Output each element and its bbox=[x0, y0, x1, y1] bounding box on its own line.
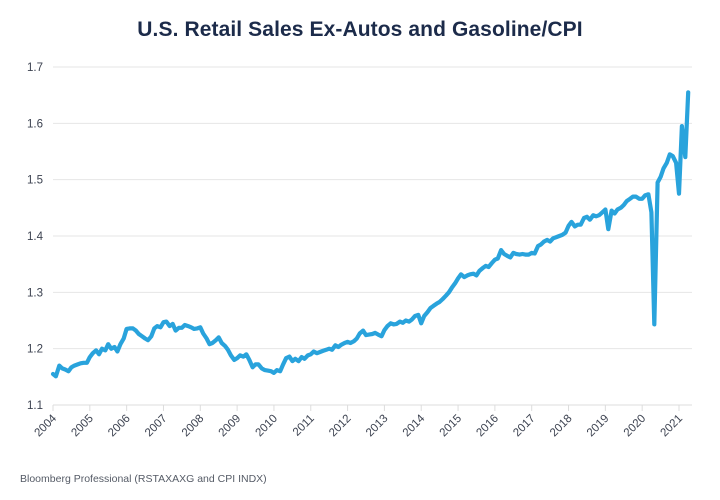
x-tick-label: 2017 bbox=[511, 413, 538, 440]
x-tick-label: 2021 bbox=[659, 413, 686, 440]
y-tick-label: 1.6 bbox=[27, 118, 43, 130]
y-tick-label: 1.7 bbox=[27, 62, 43, 74]
chart-title: U.S. Retail Sales Ex-Autos and Gasoline/… bbox=[137, 18, 583, 41]
x-tick-label: 2012 bbox=[327, 413, 354, 440]
x-tick-label: 2005 bbox=[69, 413, 96, 440]
x-tick-label: 2018 bbox=[548, 413, 575, 440]
x-tick-label: 2019 bbox=[585, 413, 612, 440]
x-tick-label: 2009 bbox=[217, 413, 244, 440]
x-tick-label: 2013 bbox=[364, 413, 391, 440]
x-tick-label: 2015 bbox=[438, 413, 465, 440]
x-tick-label: 2007 bbox=[143, 413, 170, 440]
y-tick-label: 1.5 bbox=[27, 175, 43, 187]
y-tick-label: 1.1 bbox=[27, 400, 43, 412]
y-tick-label: 1.2 bbox=[27, 344, 43, 356]
y-axis: 1.1 1.2 1.3 1.4 1.5 1.6 1.7 bbox=[27, 62, 44, 412]
source-note: Bloomberg Professional (RSTAXAXG and CPI… bbox=[20, 473, 267, 485]
x-tick-label: 2016 bbox=[474, 413, 501, 440]
series-line bbox=[50, 90, 691, 379]
x-tick-label: 2020 bbox=[622, 413, 649, 440]
x-tick-label: 2010 bbox=[253, 413, 280, 440]
x-tick-label: 2014 bbox=[401, 412, 428, 439]
gridlines bbox=[53, 66, 692, 406]
y-tick-label: 1.3 bbox=[27, 287, 43, 299]
x-tick-label: 2004 bbox=[33, 412, 60, 439]
y-tick-label: 1.4 bbox=[27, 231, 44, 243]
series-group bbox=[50, 90, 691, 379]
x-tick-label: 2011 bbox=[291, 413, 317, 439]
x-tick-label: 2006 bbox=[106, 413, 133, 440]
x-tick-label: 2008 bbox=[180, 413, 207, 440]
x-axis: 2004 2005 2006 2007 2008 2009 2010 2011 2012 2013… bbox=[33, 405, 686, 440]
